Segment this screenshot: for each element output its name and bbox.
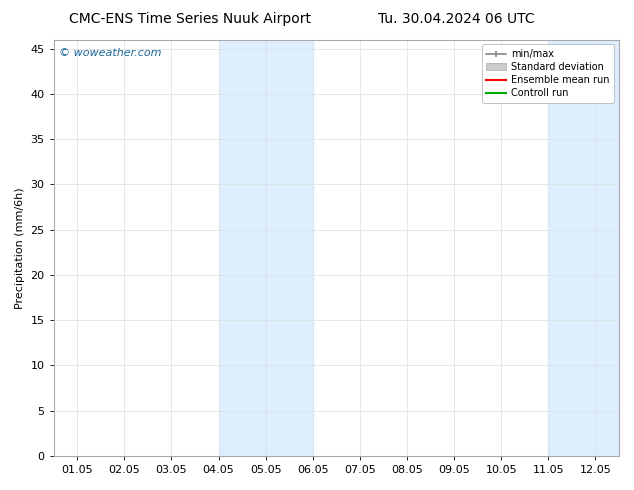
- Bar: [219, 40, 313, 456]
- Text: Tu. 30.04.2024 06 UTC: Tu. 30.04.2024 06 UTC: [378, 12, 535, 26]
- Text: © woweather.com: © woweather.com: [60, 48, 162, 58]
- Text: CMC-ENS Time Series Nuuk Airport: CMC-ENS Time Series Nuuk Airport: [69, 12, 311, 26]
- Y-axis label: Precipitation (mm/6h): Precipitation (mm/6h): [15, 187, 25, 309]
- Bar: [548, 40, 634, 456]
- Legend: min/max, Standard deviation, Ensemble mean run, Controll run: min/max, Standard deviation, Ensemble me…: [482, 45, 614, 103]
